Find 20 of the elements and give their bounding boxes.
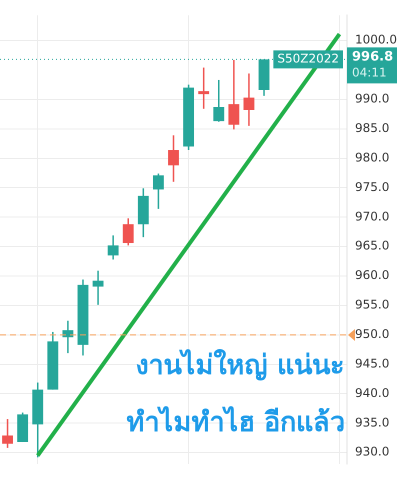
- y-tick-label: 990.0: [355, 92, 390, 106]
- y-tick-label: 940.0: [355, 386, 390, 400]
- annotation: S50Z2022: [277, 51, 340, 66]
- y-tick-label: 965.0: [355, 238, 390, 253]
- annotation: ทำไมทำไฮ อีกแล้ว: [126, 405, 345, 440]
- text: 04:11: [352, 65, 387, 80]
- candlestick: [198, 68, 210, 109]
- ref-line-label: 996.8: [352, 50, 394, 65]
- y-tick-label: 960.0: [355, 268, 390, 282]
- y-tick-label: 975.0: [355, 180, 390, 194]
- y-tick-label: 955.0: [355, 298, 390, 312]
- y-tick-label: 985.0: [355, 120, 390, 135]
- y-tick-label: 1000.0: [355, 32, 397, 47]
- y-tick-label: 980.0: [355, 150, 390, 164]
- y-tick-label: 945.0: [355, 356, 390, 370]
- y-tick-label: 930.0: [355, 444, 390, 459]
- y-tick-label: 970.0: [355, 209, 390, 224]
- annotation: งานไม่ใหญ่ แน่นะ: [136, 348, 345, 384]
- y-tick-label: 950.0: [355, 326, 390, 341]
- y-tick-label: 935.0: [355, 415, 390, 430]
